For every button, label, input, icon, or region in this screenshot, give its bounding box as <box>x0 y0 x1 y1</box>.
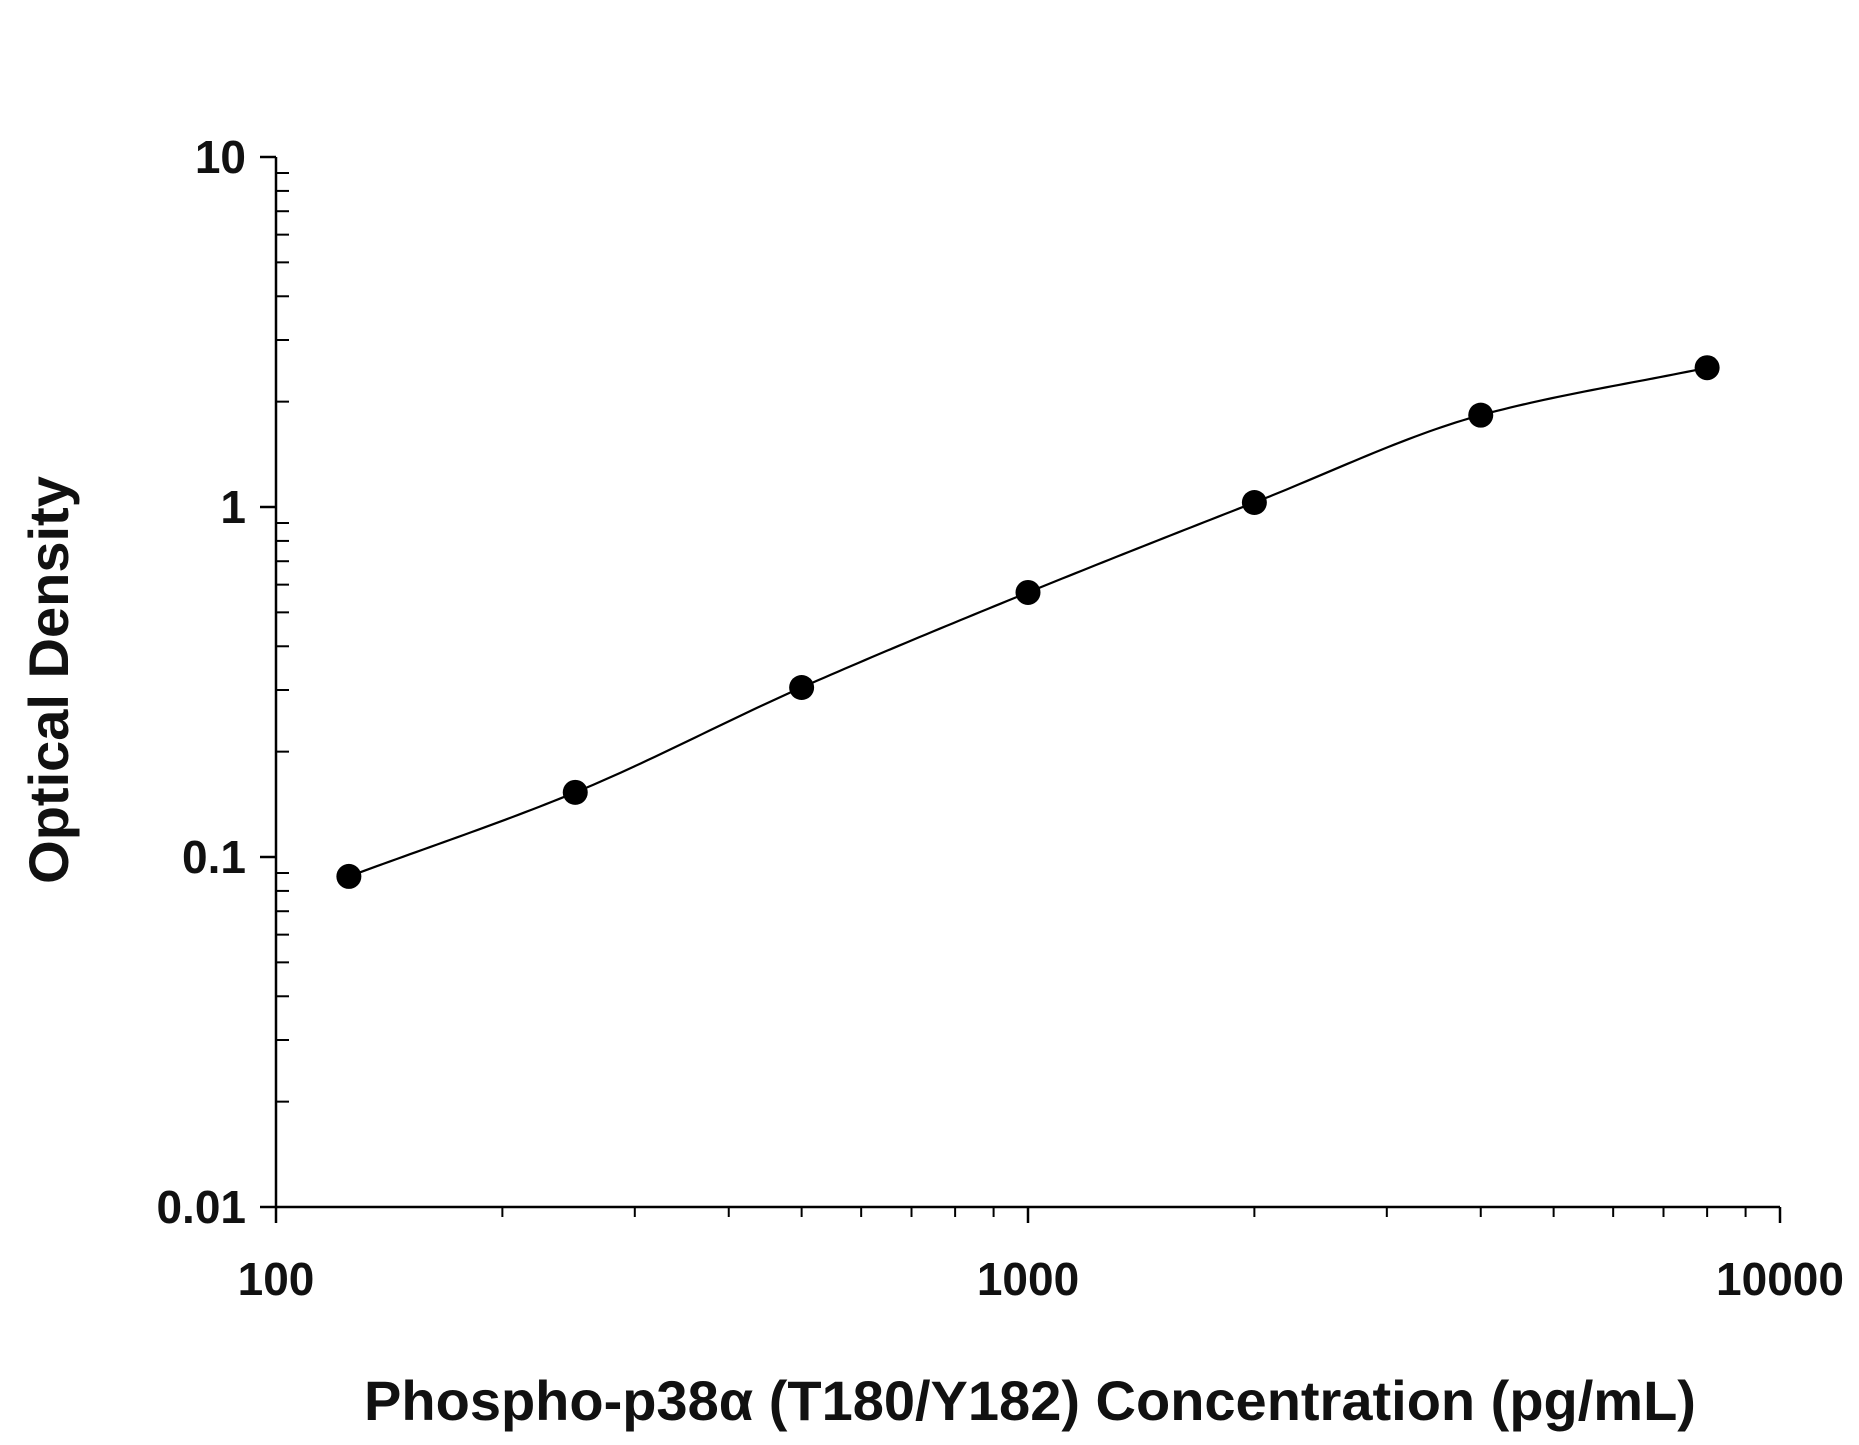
data-point <box>1241 490 1267 516</box>
y-tick-label: 0.01 <box>156 1181 246 1233</box>
x-tick-label: 10000 <box>1716 1253 1844 1305</box>
x-axis-title: Phospho-p38α (T180/Y182) Concentration (… <box>364 1369 1696 1432</box>
data-point <box>336 863 362 889</box>
y-tick-label: 0.1 <box>182 831 246 883</box>
fit-curve <box>348 366 1708 878</box>
data-points <box>336 355 1720 889</box>
x-tick-label: 1000 <box>977 1253 1079 1305</box>
tick-labels: 100 1000 10000 0.01 0.1 1 10 <box>156 131 1843 1305</box>
x-tick-label: 100 <box>238 1253 315 1305</box>
y-axis-title: Optical Density <box>17 476 80 884</box>
axis-ticks <box>260 155 1782 1223</box>
axes <box>274 157 1780 1209</box>
y-tick-label: 10 <box>195 131 246 183</box>
y-tick-label: 1 <box>220 481 246 533</box>
data-point <box>1468 402 1494 428</box>
data-point <box>789 674 815 700</box>
data-point <box>1015 579 1041 605</box>
data-point <box>1694 355 1720 381</box>
data-point <box>562 779 588 805</box>
